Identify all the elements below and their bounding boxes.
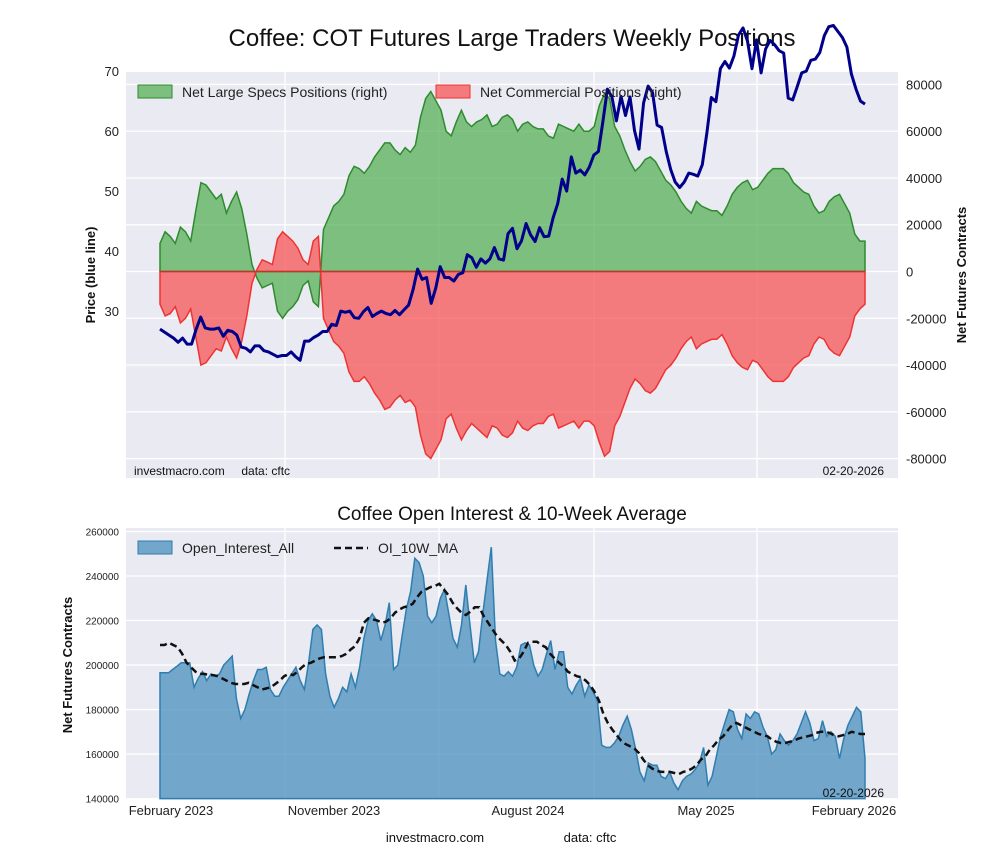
oi-tick-label: 240000: [86, 572, 120, 583]
legend-swatch-oi: [137, 540, 173, 555]
price-tick-label: 40: [105, 244, 119, 259]
date-tick-label: August 2024: [491, 803, 564, 818]
net-contracts-tick-label: -80000: [906, 452, 946, 467]
bottom-panel: 140000 160000 180000 200000 220000 240000 2600…: [60, 527, 898, 818]
net-contracts-tick-label: 20000: [906, 218, 942, 233]
bottom-legend: Open_Interest_All OI_10W_MA: [137, 540, 459, 556]
date-tick-label: November 2023: [288, 803, 381, 818]
price-tick-label: 30: [105, 304, 119, 319]
oi-tick-label: 200000: [86, 661, 120, 672]
date-tick-label: February 2023: [129, 803, 214, 818]
legend-label-specs: Net Large Specs Positions (right): [182, 84, 387, 100]
date-axis-ticks: February 2023 November 2023 August 2024 May…: [129, 803, 897, 818]
legend-label-commercial: Net Commercial Positions (right): [480, 84, 682, 100]
top-watermark: investmacro.com data: cftc: [134, 464, 290, 478]
net-contracts-tick-label: -40000: [906, 358, 946, 373]
legend-label-ma: OI_10W_MA: [378, 540, 459, 556]
footer-site: investmacro.com: [386, 830, 484, 845]
net-contracts-tick-label: 60000: [906, 124, 942, 139]
oi-axis-ticks: 140000 160000 180000 200000 220000 240000 2600…: [86, 527, 120, 805]
net-commercial-area: [159, 230, 866, 460]
oi-tick-label: 160000: [86, 750, 120, 761]
page-title: Coffee: COT Futures Large Traders Weekly…: [229, 25, 796, 52]
date-tick-label: February 2026: [812, 803, 897, 818]
legend-swatch-commercial: [435, 84, 471, 99]
footer-data: data: cftc: [564, 830, 617, 845]
net-contracts-tick-label: -60000: [906, 405, 946, 420]
net-large-specs-area: [159, 90, 866, 320]
legend-label-oi: Open_Interest_All: [182, 540, 294, 556]
oi-tick-label: 220000: [86, 617, 120, 628]
oi-tick-label: 180000: [86, 706, 120, 717]
net-contracts-tick-label: 0: [906, 265, 913, 280]
price-tick-label: 60: [105, 124, 119, 139]
net-contracts-axis-label: Net Futures Contracts: [954, 207, 969, 344]
oi-chart-title: Coffee Open Interest & 10-Week Average: [337, 504, 687, 525]
top-date-stamp: 02-20-2026: [823, 464, 885, 478]
oi-axis-label: Net Futures Contracts: [60, 597, 75, 734]
bottom-date-stamp: 02-20-2026: [823, 786, 885, 800]
net-contracts-axis-ticks: 80000 60000 40000 20000 0 -20000 -40000 -60000 -…: [906, 77, 946, 466]
net-contracts-tick-label: -20000: [906, 311, 946, 326]
legend-swatch-specs: [137, 84, 173, 99]
price-tick-label: 70: [105, 64, 119, 79]
price-axis-ticks: 30 40 50 60 70: [105, 64, 119, 319]
top-legend: Net Large Specs Positions (right) Net Co…: [137, 84, 682, 100]
net-contracts-tick-label: 80000: [906, 77, 942, 92]
oi-tick-label: 140000: [86, 795, 120, 806]
price-axis-label: Price (blue line): [83, 227, 98, 324]
price-line: [159, 24, 866, 362]
top-panel: 30 40 50 60 70 80000 60000 40000 20000 0 -20000 -4…: [83, 24, 969, 478]
open-interest-area: [159, 547, 866, 800]
oi-10w-ma-line: [160, 582, 865, 776]
net-contracts-tick-label: 40000: [906, 171, 942, 186]
date-tick-label: May 2025: [677, 803, 734, 818]
oi-tick-label: 260000: [86, 527, 120, 538]
price-tick-label: 50: [105, 184, 119, 199]
